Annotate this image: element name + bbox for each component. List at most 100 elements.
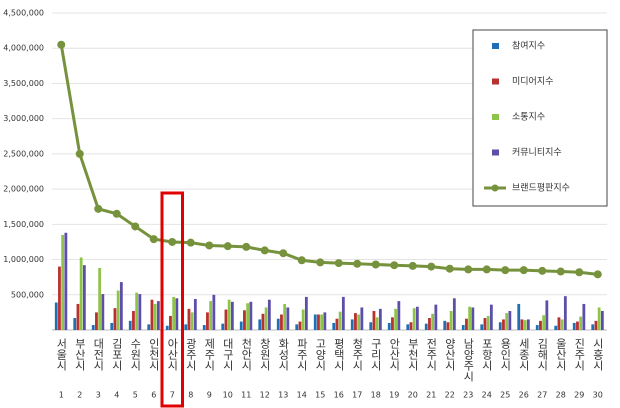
- line-point: [316, 258, 325, 267]
- bar: [387, 322, 391, 330]
- rank-label: 17: [352, 391, 362, 400]
- line-point: [260, 246, 269, 255]
- rank-label: 9: [207, 391, 212, 400]
- bar: [483, 318, 487, 330]
- line-point: [75, 149, 84, 158]
- bar: [502, 319, 505, 330]
- legend-marker: [492, 43, 499, 49]
- legend-marker: [491, 184, 499, 192]
- bar: [354, 313, 357, 330]
- bar: [443, 320, 447, 330]
- x-tick-label: 부산시: [73, 338, 86, 371]
- line-point: [297, 256, 306, 265]
- line-point: [538, 266, 547, 275]
- x-tick-label: 포항시: [480, 338, 493, 371]
- bar: [138, 294, 142, 330]
- bar: [338, 311, 342, 330]
- bar: [239, 321, 243, 330]
- bar: [594, 320, 598, 330]
- bar: [539, 320, 542, 330]
- x-tick-label: 양산시: [443, 338, 456, 371]
- bar: [135, 292, 139, 330]
- bar: [283, 303, 287, 330]
- bar: [409, 322, 413, 330]
- bar: [572, 322, 576, 330]
- legend-marker: [492, 78, 499, 85]
- x-tick-label: 파주시: [295, 338, 308, 371]
- bar: [169, 315, 172, 330]
- bar: [505, 313, 509, 330]
- line-point: [408, 261, 417, 270]
- bar: [557, 317, 561, 330]
- bar: [545, 300, 549, 330]
- rank-label: 15: [315, 391, 325, 400]
- bar: [412, 308, 416, 330]
- rank-label: 11: [241, 391, 251, 400]
- line-point: [482, 265, 491, 274]
- x-tick-label: 부천시: [406, 338, 419, 371]
- rank-label: 25: [500, 391, 510, 400]
- x-tick-label: 화성시: [277, 338, 290, 371]
- line-point: [149, 235, 158, 244]
- line-point: [242, 242, 251, 251]
- rank-label: 20: [408, 391, 418, 400]
- x-tick-label: 김해시: [536, 338, 549, 371]
- rank-label: 3: [96, 391, 101, 400]
- line-point: [371, 260, 380, 269]
- line-point: [334, 259, 343, 268]
- bar: [597, 307, 601, 330]
- line-point: [112, 209, 121, 218]
- bar: [147, 324, 151, 330]
- bar: [452, 298, 456, 330]
- bar: [579, 316, 583, 330]
- rank-label: 28: [556, 391, 566, 400]
- bar: [172, 296, 176, 330]
- bar: [535, 325, 539, 330]
- bar: [187, 308, 191, 330]
- rank-label: 22: [445, 391, 455, 400]
- bar: [261, 313, 265, 330]
- bar: [258, 319, 262, 330]
- bar: [415, 306, 419, 330]
- bar: [224, 309, 228, 330]
- bar: [520, 319, 524, 330]
- x-tick-label: 시흥시: [591, 338, 604, 371]
- line-point: [131, 222, 140, 231]
- bar: [73, 318, 77, 330]
- bar: [230, 301, 234, 330]
- line-point: [593, 270, 602, 279]
- x-tick-label: 고양시: [314, 338, 327, 371]
- bar: [372, 310, 376, 330]
- bar: [280, 314, 283, 330]
- bar: [221, 323, 225, 330]
- y-tick-label: 1,500,000: [3, 220, 44, 229]
- bar: [600, 310, 604, 330]
- y-tick-label: 3,000,000: [3, 114, 44, 123]
- bar: [542, 315, 546, 330]
- y-tick-label: 2,000,000: [3, 185, 44, 194]
- bar: [165, 325, 169, 330]
- bar: [350, 319, 354, 330]
- bar: [335, 318, 339, 330]
- bar: [119, 282, 123, 330]
- bar: [175, 298, 179, 330]
- bar: [424, 323, 428, 330]
- bar: [193, 299, 197, 330]
- bar: [110, 322, 114, 330]
- rank-label: 26: [519, 391, 529, 400]
- bar: [98, 268, 102, 330]
- legend-label: 커뮤니티지수: [512, 147, 562, 158]
- line-point: [353, 259, 362, 268]
- bar: [480, 324, 484, 330]
- bar: [576, 321, 579, 330]
- bar: [517, 303, 521, 330]
- bar: [508, 310, 512, 330]
- bar: [357, 314, 361, 330]
- line-point: [464, 265, 473, 274]
- bar: [498, 322, 502, 330]
- bar: [394, 308, 398, 330]
- rank-label: 5: [133, 391, 138, 400]
- x-tick-label: 김포시: [110, 338, 123, 371]
- bar: [156, 301, 160, 330]
- bar: [184, 324, 188, 330]
